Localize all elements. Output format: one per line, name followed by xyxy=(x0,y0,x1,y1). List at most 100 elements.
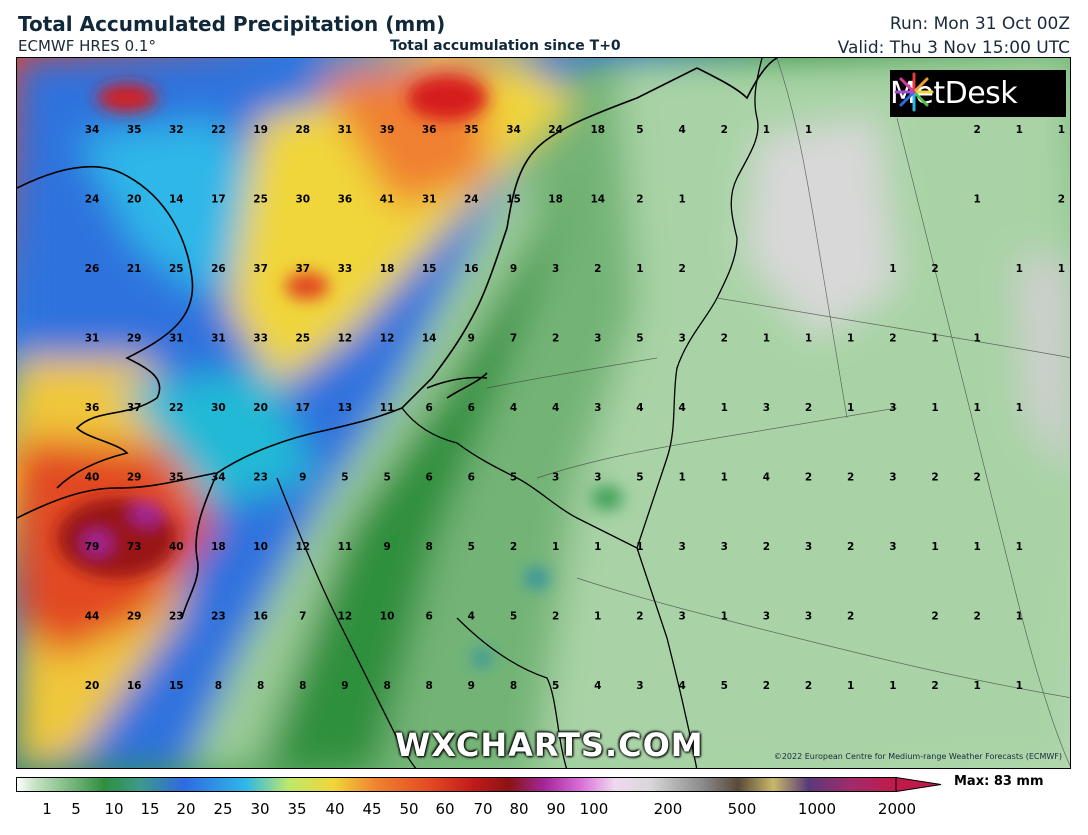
grid-value: 5 xyxy=(721,680,728,692)
grid-value: 3 xyxy=(678,333,685,345)
grid-value: 7 xyxy=(510,333,517,345)
grid-value: 1 xyxy=(721,402,728,414)
scale-tick-label: 5 xyxy=(71,800,81,818)
grid-value: 41 xyxy=(380,194,395,206)
grid-value: 2 xyxy=(721,124,728,136)
grid-value: 11 xyxy=(380,402,395,414)
grid-value: 31 xyxy=(85,333,100,345)
grid-value: 9 xyxy=(383,541,390,553)
grid-value: 1 xyxy=(721,611,728,623)
grid-value: 12 xyxy=(338,333,353,345)
grid-value: 2 xyxy=(552,333,559,345)
grid-value: 2 xyxy=(847,472,854,484)
grid-value: 1 xyxy=(889,263,896,275)
grid-value: 3 xyxy=(721,541,728,553)
grid-value: 33 xyxy=(253,333,268,345)
grid-value: 31 xyxy=(211,333,226,345)
grid-value: 1 xyxy=(931,333,938,345)
grid-value: 2 xyxy=(805,680,812,692)
max-value-label: Max: 83 mm xyxy=(954,774,1044,789)
grid-value: 22 xyxy=(211,124,226,136)
grid-value: 1 xyxy=(1016,263,1023,275)
grid-value: 35 xyxy=(464,124,479,136)
grid-value: 16 xyxy=(127,680,142,692)
grid-value: 14 xyxy=(422,333,437,345)
grid-value: 25 xyxy=(253,194,268,206)
grid-value: 1 xyxy=(1058,124,1065,136)
grid-value: 8 xyxy=(426,541,433,553)
grid-value: 1 xyxy=(973,680,980,692)
grid-value: 2 xyxy=(931,680,938,692)
grid-value: 2 xyxy=(931,263,938,275)
grid-value: 5 xyxy=(341,472,348,484)
grid-value: 23 xyxy=(169,611,184,623)
grid-value: 2 xyxy=(973,124,980,136)
model-label: ECMWF HRES 0.1° xyxy=(18,37,156,55)
grid-value: 10 xyxy=(253,541,268,553)
valid-time-label: Valid: Thu 3 Nov 15:00 UTC xyxy=(837,38,1070,58)
grid-value: 4 xyxy=(594,680,601,692)
grid-value: 18 xyxy=(590,124,605,136)
grid-value: 34 xyxy=(85,124,100,136)
precipitation-color-scale xyxy=(16,776,942,793)
chart-title: Total Accumulated Precipitation (mm) xyxy=(18,12,446,36)
grid-value: 18 xyxy=(548,194,563,206)
grid-value: 31 xyxy=(338,124,353,136)
grid-value: 2 xyxy=(552,611,559,623)
grid-value: 32 xyxy=(169,124,184,136)
grid-value: 19 xyxy=(253,124,268,136)
grid-value: 24 xyxy=(548,124,563,136)
grid-value: 1 xyxy=(1016,611,1023,623)
grid-value: 9 xyxy=(299,472,306,484)
grid-value: 37 xyxy=(127,402,142,414)
grid-value: 3 xyxy=(552,263,559,275)
metdesk-burst-icon xyxy=(894,72,934,112)
grid-value: 1 xyxy=(763,333,770,345)
grid-value: 2 xyxy=(678,263,685,275)
grid-value: 14 xyxy=(590,194,605,206)
grid-value: 10 xyxy=(380,611,395,623)
grid-value: 6 xyxy=(468,402,475,414)
grid-value: 3 xyxy=(889,472,896,484)
grid-value: 31 xyxy=(169,333,184,345)
scale-tick-label: 15 xyxy=(140,800,160,818)
grid-value: 6 xyxy=(426,472,433,484)
grid-value: 79 xyxy=(85,541,100,553)
grid-value: 36 xyxy=(85,402,100,414)
grid-value: 1 xyxy=(973,333,980,345)
grid-value: 29 xyxy=(127,611,142,623)
grid-value: 1 xyxy=(847,402,854,414)
grid-value: 26 xyxy=(211,263,226,275)
grid-value: 1 xyxy=(931,402,938,414)
grid-value: 8 xyxy=(383,680,390,692)
grid-value: 2 xyxy=(847,611,854,623)
grid-value: 40 xyxy=(85,472,100,484)
grid-value: 2 xyxy=(594,263,601,275)
grid-value: 1 xyxy=(1058,263,1065,275)
grid-value: 4 xyxy=(636,402,643,414)
scale-tick-label: 90 xyxy=(546,800,566,818)
grid-value: 1 xyxy=(636,541,643,553)
grid-value: 3 xyxy=(889,402,896,414)
grid-value: 34 xyxy=(211,472,226,484)
grid-value: 17 xyxy=(211,194,226,206)
grid-value: 3 xyxy=(763,611,770,623)
grid-value: 33 xyxy=(338,263,353,275)
map-canvas xyxy=(17,58,1070,768)
grid-value: 35 xyxy=(127,124,142,136)
grid-value: 9 xyxy=(468,680,475,692)
grid-value: 8 xyxy=(510,680,517,692)
grid-value: 1 xyxy=(973,402,980,414)
grid-value: 20 xyxy=(85,680,100,692)
grid-value: 25 xyxy=(295,333,310,345)
grid-value: 21 xyxy=(127,263,142,275)
grid-value: 3 xyxy=(678,611,685,623)
scale-tick-label: 1 xyxy=(42,800,52,818)
grid-value: 73 xyxy=(127,541,142,553)
precipitation-map[interactable]: 34 35 32 22 19 28 31 39 36 35 34 24 18 5 4 2 1 1 2 1 1 24 20 14… xyxy=(16,57,1071,769)
grid-value: 2 xyxy=(763,541,770,553)
grid-value: 4 xyxy=(552,402,559,414)
grid-value: 3 xyxy=(805,611,812,623)
grid-value: 3 xyxy=(594,402,601,414)
scale-tick-label: 50 xyxy=(399,800,419,818)
